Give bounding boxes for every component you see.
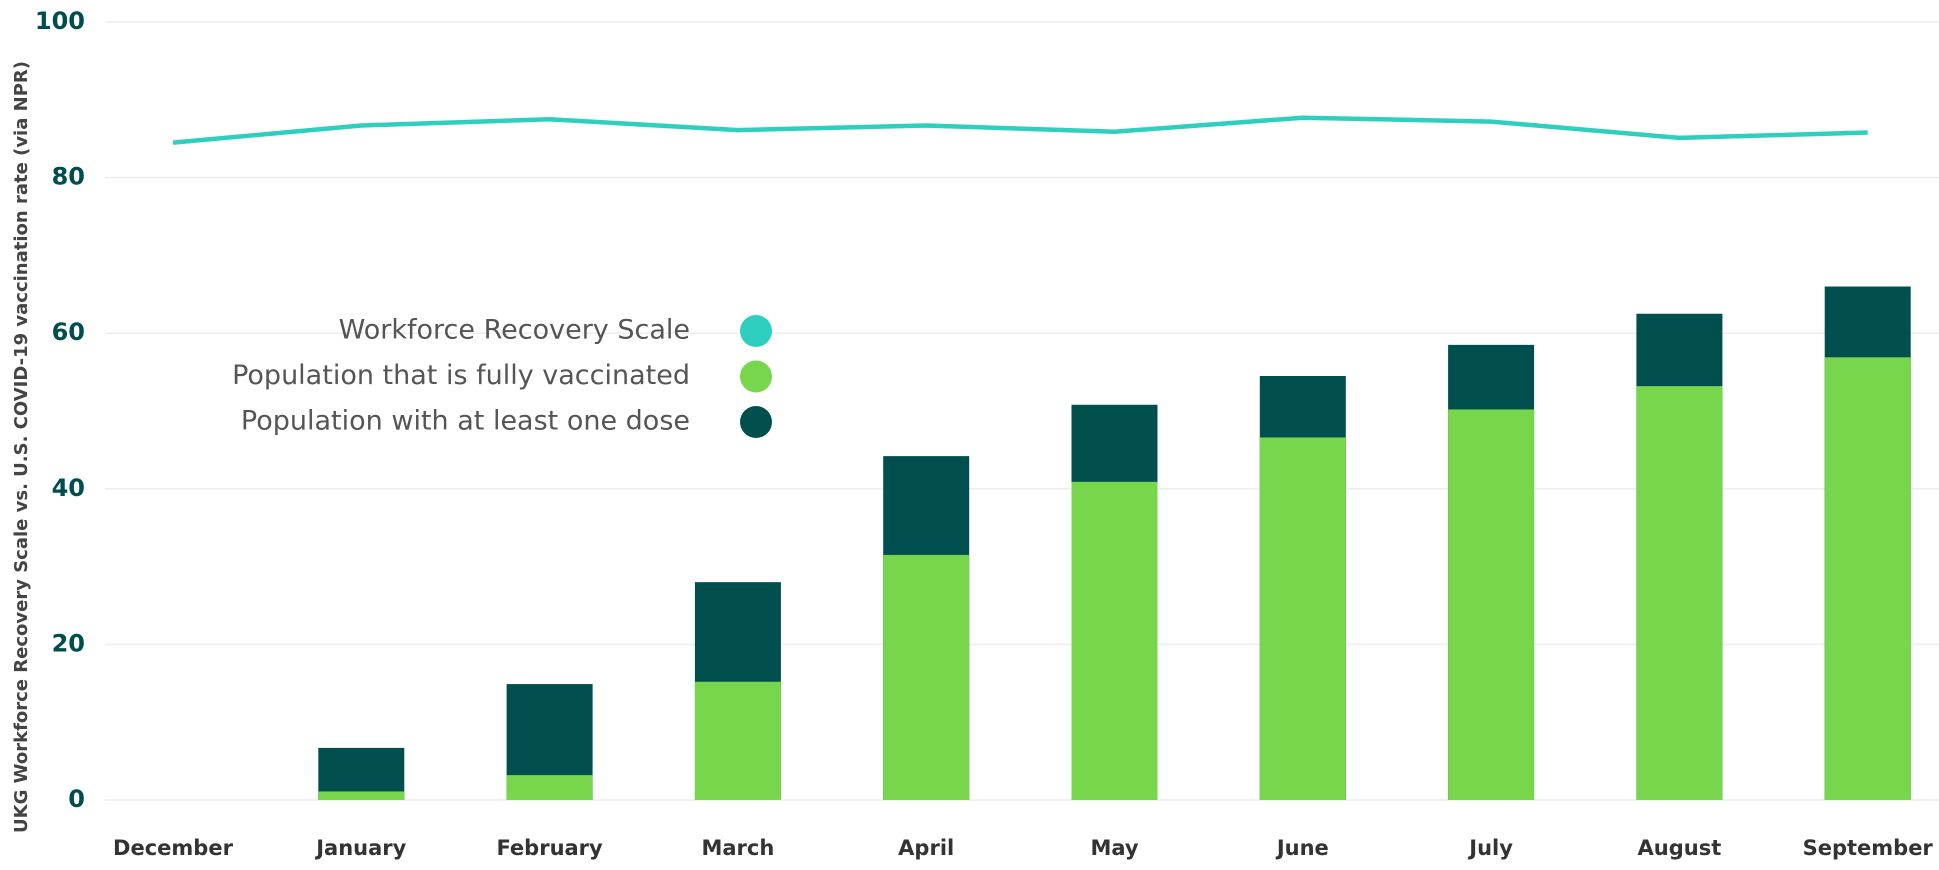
- y-tick-label: 80: [52, 163, 85, 191]
- line: [172, 115, 1868, 145]
- x-tick-label: August: [1638, 836, 1722, 860]
- x-tick-label: December: [113, 836, 234, 860]
- legend-swatch: [740, 406, 772, 438]
- y-axis-label: UKG Workforce Recovery Scale vs. U.S. CO…: [11, 61, 32, 833]
- legend-label: Population with at least one dose: [241, 406, 690, 437]
- y-tick-label: 20: [52, 629, 85, 657]
- y-tick-label: 100: [35, 7, 85, 35]
- bar: [506, 775, 593, 800]
- y-tick-label: 0: [68, 785, 85, 813]
- legend-label: Workforce Recovery Scale: [339, 315, 690, 346]
- y-tick-label: 40: [52, 474, 85, 502]
- legend-swatch: [740, 360, 772, 393]
- x-tick-label: May: [1090, 836, 1138, 860]
- bar: [318, 791, 405, 800]
- bar: [694, 681, 781, 800]
- x-tick-label: July: [1467, 836, 1513, 860]
- x-tick-label: February: [496, 836, 603, 860]
- legend-label: Population that is fully vaccinated: [232, 360, 690, 391]
- bar: [1071, 481, 1158, 800]
- bar: [1259, 437, 1346, 800]
- x-tick-label: September: [1803, 836, 1934, 860]
- bar: [1824, 357, 1911, 800]
- y-tick-label: 60: [52, 318, 85, 346]
- x-tick-label: April: [898, 836, 954, 860]
- x-tick-label: January: [314, 836, 406, 860]
- bar: [318, 747, 405, 800]
- x-tick-label: June: [1275, 836, 1329, 860]
- bar: [883, 554, 970, 800]
- bar: [1636, 386, 1723, 800]
- legend-swatch: [740, 315, 772, 347]
- bar: [1448, 409, 1535, 800]
- x-tick-label: March: [701, 836, 774, 860]
